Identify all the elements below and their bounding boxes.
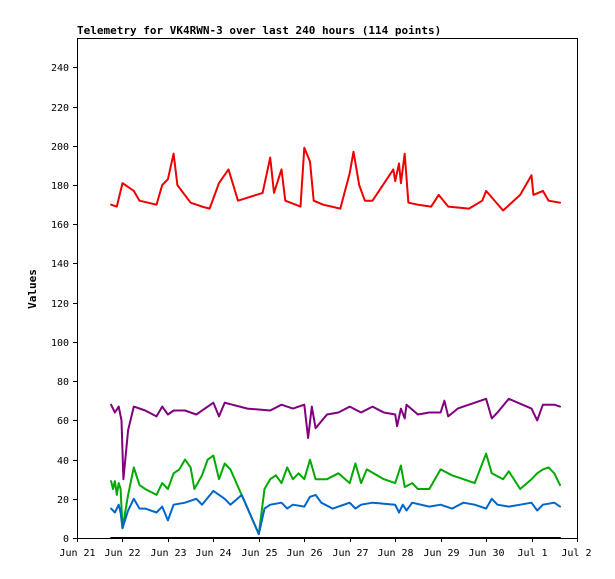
- chart-title: Telemetry for VK4RWN-3 over last 240 hou…: [77, 24, 441, 37]
- series-line-2: [110, 397, 561, 481]
- x-tick-label: Jun 30: [468, 548, 504, 559]
- x-tick-label: Jun 21: [59, 548, 95, 559]
- y-tick-label: 220: [51, 103, 69, 114]
- y-tick-label: 140: [51, 259, 69, 270]
- x-axis: Jun 21 Jun 22 Jun 23 Jun 24 Jun 25 Jun 26 Jun …: [59, 538, 592, 559]
- y-tick-label: 60: [57, 416, 69, 427]
- x-tick-label: Jun 25: [241, 548, 277, 559]
- x-tick-label: Jun 23: [150, 548, 186, 559]
- series-line-4: [110, 489, 561, 536]
- x-tick-label: Jun 29: [423, 548, 459, 559]
- y-tick-label: 100: [51, 338, 69, 349]
- y-axis-label: Values: [26, 269, 39, 309]
- x-tick-label: Jun 24: [195, 548, 231, 559]
- y-tick-label: 160: [51, 220, 69, 231]
- x-tick-label: Jun 22: [104, 548, 140, 559]
- series-line-3: [110, 452, 561, 536]
- x-tick-label: Jul 1: [517, 548, 547, 559]
- series-line-1: [110, 146, 561, 212]
- y-tick-label: 180: [51, 181, 69, 192]
- y-axis: 0 20 40 60 80 100 120 140 160 180 200 220 240: [51, 63, 77, 545]
- y-tick-label: 20: [57, 495, 69, 506]
- x-tick-label: Jun 26: [286, 548, 322, 559]
- y-tick-label: 120: [51, 299, 69, 310]
- y-tick-label: 40: [57, 456, 69, 467]
- x-tick-label: Jun 28: [377, 548, 413, 559]
- x-tick-label: Jul 2: [561, 548, 591, 559]
- y-tick-label: 240: [51, 63, 69, 74]
- y-tick-label: 200: [51, 142, 69, 153]
- series-lines: [110, 146, 561, 539]
- y-tick-label: 0: [63, 534, 69, 545]
- plot-frame: [77, 38, 578, 539]
- y-tick-label: 80: [57, 377, 69, 388]
- x-tick-label: Jun 27: [332, 548, 368, 559]
